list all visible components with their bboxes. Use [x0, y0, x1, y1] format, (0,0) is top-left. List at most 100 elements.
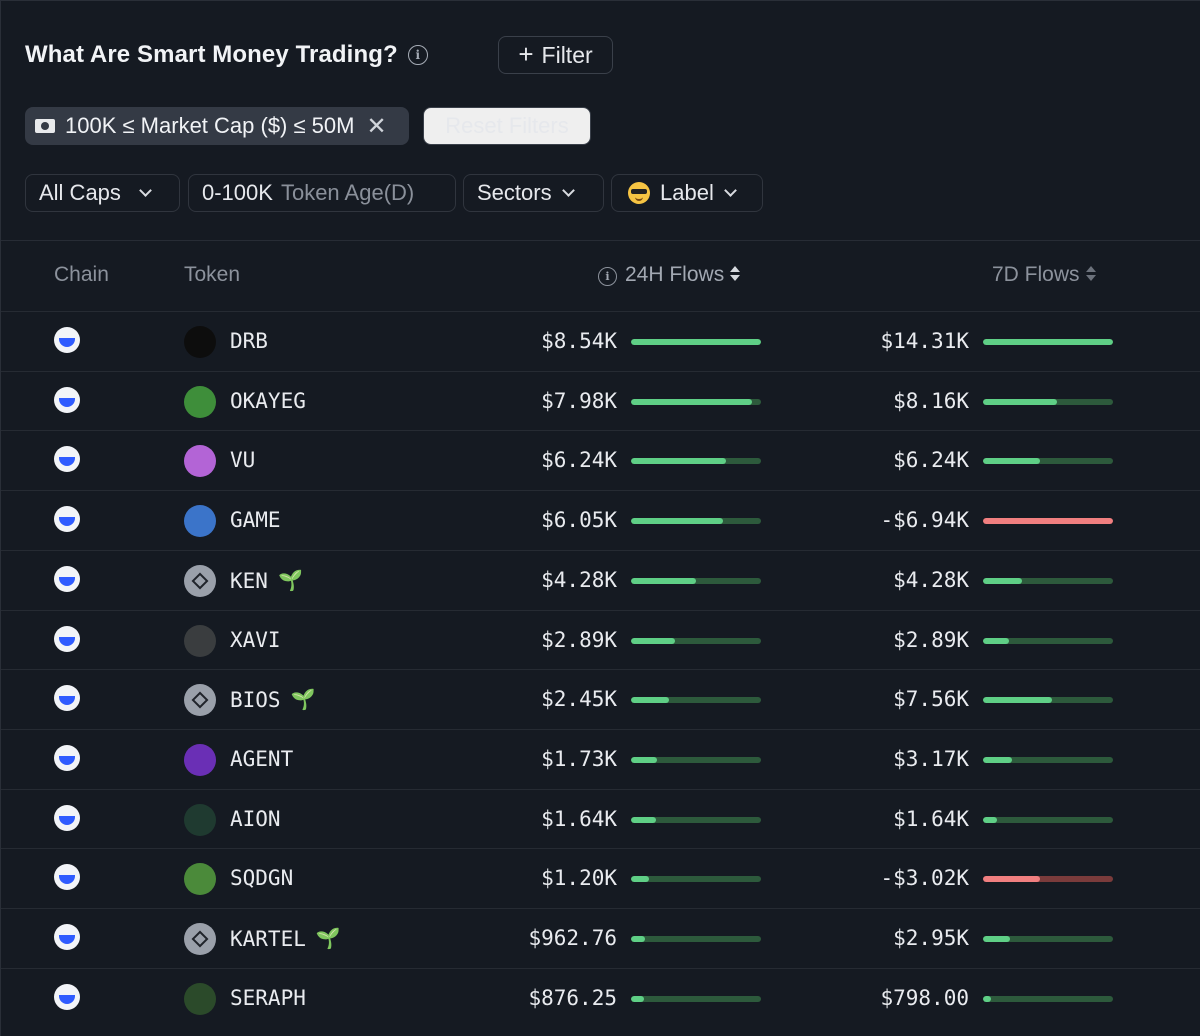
column-header-24h-flows[interactable]: i 24H Flows [598, 263, 741, 287]
table-row[interactable]: AION $1.64K $1.64K [1, 788, 1200, 849]
close-icon[interactable]: ✕ [366, 112, 387, 140]
flow-7d-bar-fill [983, 697, 1052, 704]
chevron-down-icon [139, 184, 152, 197]
base-chain-icon [54, 685, 80, 712]
base-chain-icon [54, 864, 80, 891]
flow-7d-bar-fill [983, 458, 1041, 465]
token-logo-icon [184, 564, 216, 597]
flow-7d-value: $14.31K [880, 329, 969, 353]
table-row[interactable]: VU $6.24K $6.24K [1, 430, 1200, 490]
token-logo-icon [184, 743, 216, 776]
table-row[interactable]: SERAPH $876.25 $798.00 [1, 967, 1200, 1028]
header-divider [1, 240, 1200, 241]
table-row[interactable]: DRB $8.54K $14.31K [1, 311, 1200, 371]
token-symbol-text: DRB [230, 329, 268, 353]
flow-7d-value: $3.17K [893, 746, 969, 771]
flow-24h-bar-fill [631, 458, 726, 465]
token-symbol[interactable]: VU [230, 448, 255, 472]
token-age-filter[interactable]: 0-100K Token Age(D) [188, 174, 456, 212]
column-header-24h-label: 24H Flows [625, 263, 725, 286]
token-symbol[interactable]: DRB [230, 329, 268, 353]
table-row[interactable]: SQDGN $1.20K -$3.02K [1, 848, 1200, 908]
token-symbol[interactable]: SERAPH [230, 986, 306, 1010]
flow-7d-value: -$6.94K [880, 508, 969, 533]
flow-24h-bar-fill [631, 518, 724, 525]
flow-7d-bar-fill [983, 936, 1011, 942]
base-chain-icon [54, 565, 80, 592]
flow-24h-bar-fill [631, 995, 644, 1002]
token-logo-icon [184, 863, 216, 896]
base-chain-icon [54, 804, 80, 831]
flow-24h-bar-fill [631, 936, 646, 942]
flow-24h-bar [631, 637, 761, 644]
table-row[interactable]: XAVI $2.89K $2.89K [1, 609, 1200, 670]
base-chain-icon [54, 625, 80, 652]
flow-24h-value: $1.20K [541, 866, 617, 891]
title-row: What Are Smart Money Trading? i [25, 35, 428, 75]
token-symbol-text: AGENT [230, 746, 294, 771]
flow-7d-value: $4.28K [893, 567, 969, 592]
flow-7d-value: $7.56K [893, 687, 969, 712]
token-symbol[interactable]: AGENT [230, 747, 293, 771]
reset-filters-button[interactable]: Reset Filters [423, 107, 591, 145]
token-symbol[interactable]: BIOS 🌱 [230, 687, 315, 712]
chevron-down-icon [723, 184, 737, 197]
column-header-7d-flows[interactable]: 7D Flows [992, 263, 1096, 287]
sectors-dropdown-label: Sectors [477, 180, 552, 205]
table-row[interactable]: KEN 🌱 $4.28K $4.28K [1, 549, 1200, 610]
token-symbol[interactable]: GAME [230, 508, 281, 532]
token-symbol[interactable]: XAVI [230, 628, 281, 652]
flow-7d-value: $1.64K [893, 806, 969, 831]
token-age-value: 0-100K [202, 180, 273, 205]
flow-7d-bar [983, 458, 1113, 465]
base-chain-icon [54, 924, 80, 950]
token-logo-icon [184, 326, 216, 358]
sunglasses-emoji-icon [628, 182, 650, 204]
flow-7d-bar-fill [983, 637, 1009, 644]
sort-icon[interactable] [1085, 266, 1096, 282]
flow-7d-bar-fill [983, 876, 1041, 883]
token-logo-icon [184, 982, 216, 1015]
flow-7d-value: $6.24K [893, 448, 969, 473]
token-symbol[interactable]: KARTEL 🌱 [230, 926, 341, 951]
money-icon [35, 119, 55, 133]
flow-7d-value: -$3.02K [880, 866, 969, 891]
table-row[interactable]: AGENT $1.73K $3.17K [1, 728, 1200, 789]
sectors-dropdown[interactable]: Sectors [463, 174, 604, 212]
flow-7d-bar [983, 637, 1113, 644]
flow-24h-bar [631, 995, 761, 1002]
flow-24h-bar-fill [631, 816, 656, 823]
base-chain-icon [54, 386, 80, 413]
token-symbol-text: VU [230, 448, 256, 473]
label-dropdown-label: Label [660, 180, 714, 205]
flow-7d-bar [983, 577, 1113, 584]
table-row[interactable]: GAME $6.05K -$6.94K [1, 490, 1200, 550]
market-cap-filter-label: 100K ≤ Market Cap ($) ≤ 50M [65, 113, 355, 138]
info-icon[interactable]: i [407, 45, 428, 65]
flow-7d-value: $2.95K [893, 926, 969, 950]
token-symbol[interactable]: SQDGN [230, 866, 293, 890]
table-row[interactable]: BIOS 🌱 $2.45K $7.56K [1, 669, 1200, 729]
flow-7d-bar [983, 339, 1113, 345]
table-row[interactable]: OKAYEG $7.98K $8.16K [1, 370, 1200, 431]
flow-7d-bar [983, 876, 1113, 883]
label-dropdown[interactable]: Label [611, 174, 763, 212]
table-row[interactable]: KARTEL 🌱 $962.76 $2.95K [1, 908, 1200, 968]
flow-24h-bar [631, 339, 761, 345]
base-chain-icon [54, 744, 80, 771]
base-chain-icon [54, 446, 80, 473]
flow-24h-bar-fill [631, 697, 669, 704]
market-cap-filter-chip[interactable]: 100K ≤ Market Cap ($) ≤ 50M ✕ [25, 107, 409, 145]
token-symbol[interactable]: OKAYEG [230, 389, 306, 413]
add-filter-button[interactable]: + Filter [498, 36, 613, 74]
sort-icon[interactable] [730, 266, 741, 282]
flow-24h-bar [631, 398, 761, 405]
token-symbol[interactable]: AION [230, 807, 281, 831]
flow-24h-bar-fill [631, 756, 657, 763]
flow-7d-bar [983, 995, 1113, 1002]
caps-dropdown[interactable]: All Caps [25, 174, 180, 212]
info-icon[interactable]: i [598, 267, 617, 286]
flow-24h-bar [631, 577, 761, 584]
token-symbol[interactable]: KEN 🌱 [230, 568, 303, 593]
